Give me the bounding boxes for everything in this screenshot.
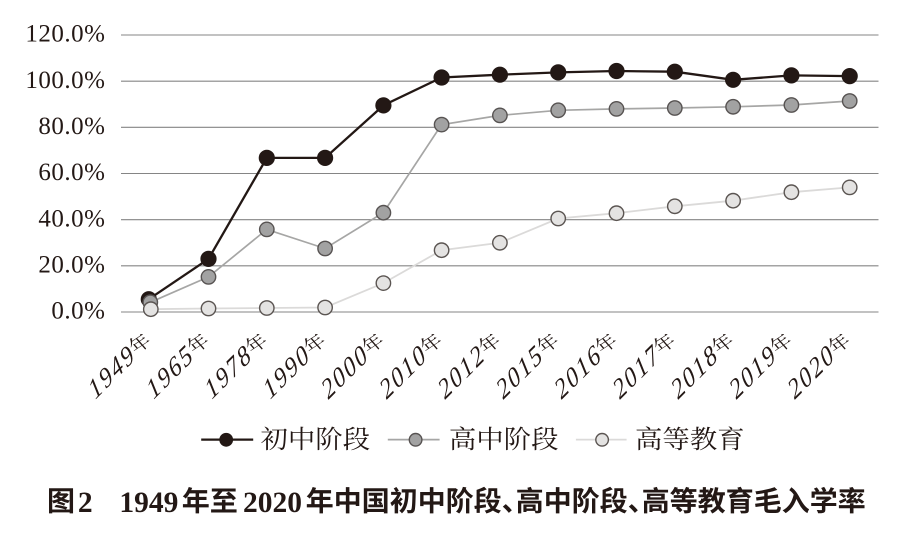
svg-text:40.0%: 40.0% xyxy=(38,205,105,232)
svg-text:2020: 2020 xyxy=(243,487,302,519)
svg-text:0.0%: 0.0% xyxy=(51,298,105,325)
svg-text:20.0%: 20.0% xyxy=(38,251,105,278)
svg-text:60.0%: 60.0% xyxy=(38,159,105,186)
svg-text:1949: 1949 xyxy=(119,487,178,519)
svg-text:2: 2 xyxy=(78,487,93,519)
svg-text:120.0%: 120.0% xyxy=(25,21,105,48)
svg-text:100.0%: 100.0% xyxy=(25,67,105,94)
svg-text:80.0%: 80.0% xyxy=(38,113,105,140)
